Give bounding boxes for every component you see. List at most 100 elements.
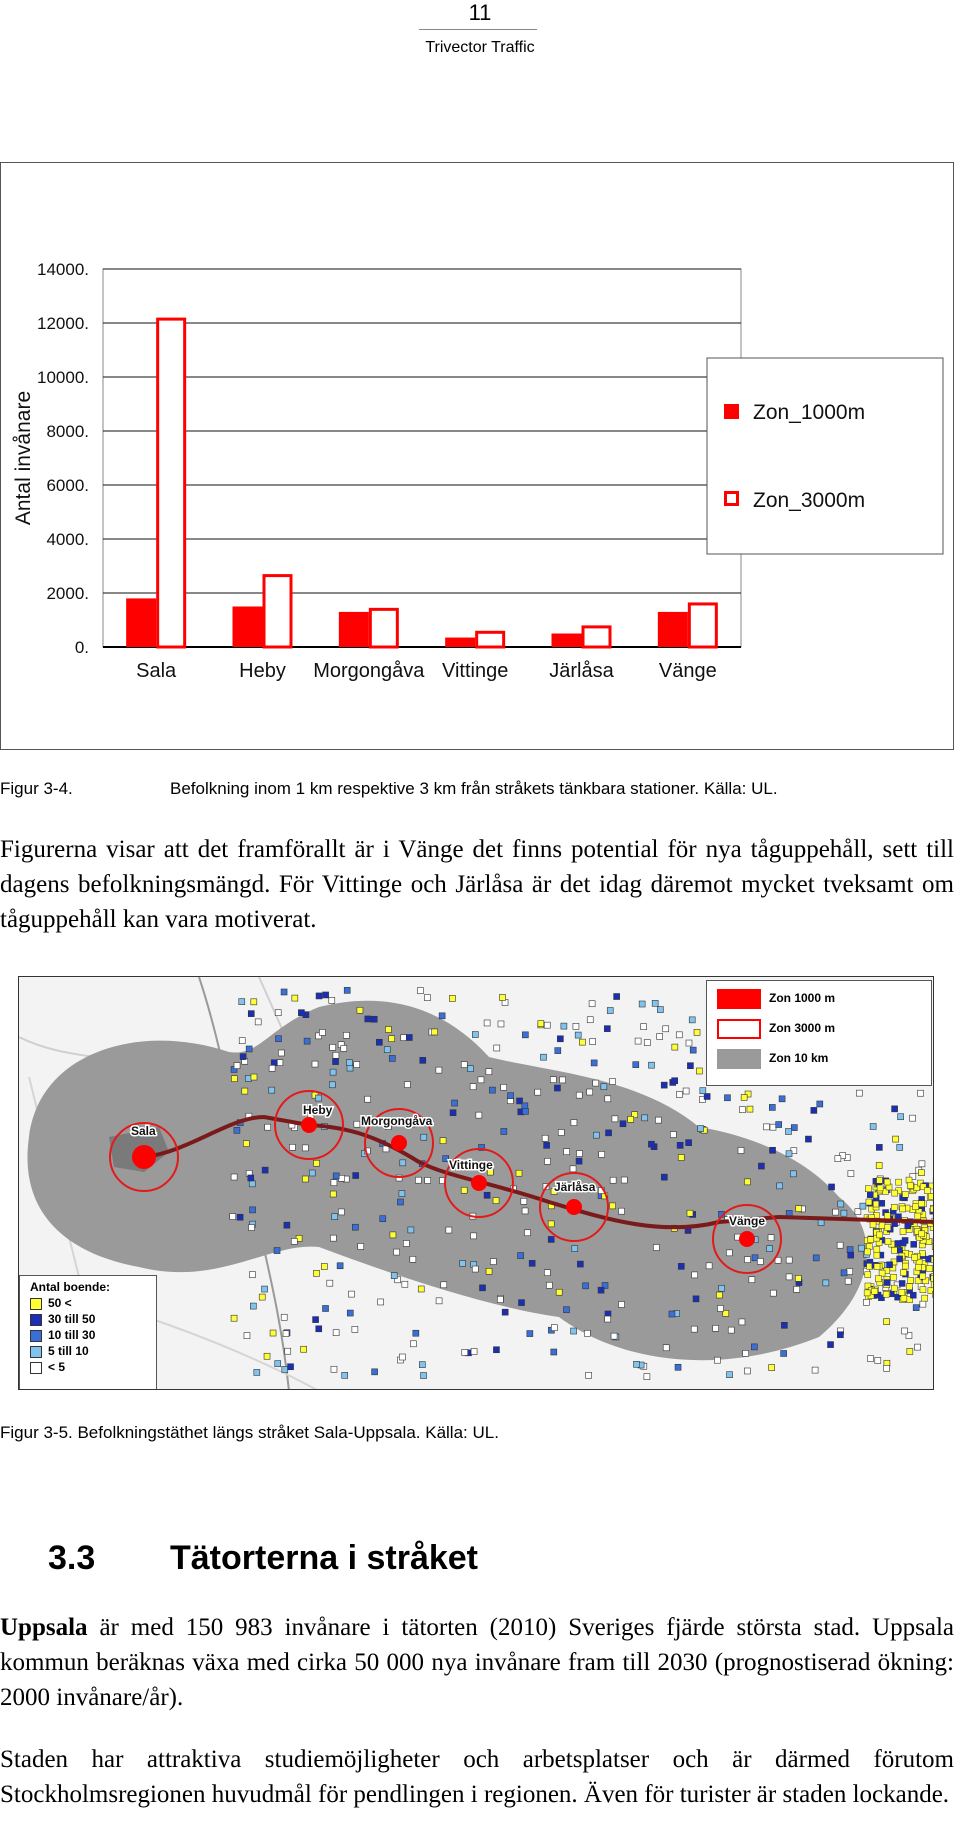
density-cell [598, 1151, 605, 1158]
density-cell [346, 1059, 353, 1066]
density-cell [726, 1371, 733, 1378]
density-swatch [30, 1329, 42, 1342]
legend-swatch-zon-1000m [724, 404, 739, 419]
y-tick-label: 2000. [46, 584, 89, 603]
density-cell [590, 1059, 598, 1067]
density-cell [230, 1173, 238, 1181]
density-cell [483, 1191, 491, 1199]
density-cell [483, 1019, 491, 1027]
paragraph-uppsala: Uppsala är med 150 983 invånare i tätort… [0, 1610, 954, 1715]
density-cell [716, 1291, 723, 1299]
density-cell [570, 1119, 578, 1126]
uppsala-cell [896, 1255, 903, 1263]
density-cell [353, 1120, 361, 1128]
density-cell [460, 1061, 468, 1068]
x-tick-label: Sala [136, 660, 177, 682]
paragraph-potential-text: Figurerna visar att det framförallt är i… [0, 836, 954, 933]
paragraph-potential: Figurerna visar att det framförallt är i… [0, 832, 954, 937]
density-cell [597, 1286, 605, 1294]
density-cell [332, 1172, 340, 1180]
density-cell [689, 1046, 697, 1054]
place-label: Morgongåva [361, 1114, 433, 1128]
density-cell [691, 1271, 698, 1279]
density-cell [371, 1368, 378, 1376]
density-cell [822, 1279, 830, 1287]
density-cell [330, 1234, 337, 1242]
zone-3000-circle [274, 1090, 344, 1160]
y-tick-label: 6000. [46, 476, 89, 495]
density-cell [905, 1332, 913, 1339]
uppsala-cell [878, 1294, 885, 1301]
density-swatch [30, 1345, 42, 1358]
uppsala-cell [906, 1283, 913, 1290]
density-cell [560, 1022, 568, 1030]
density-cell [610, 1332, 618, 1340]
density-cell [250, 1073, 258, 1081]
uppsala-cell [873, 1263, 881, 1270]
bar-zon-1000m [657, 611, 688, 647]
density-cell [329, 1190, 337, 1198]
density-cell [641, 1114, 648, 1122]
density-cell [874, 1357, 882, 1364]
uppsala-cell [899, 1205, 906, 1213]
uppsala-cell [890, 1284, 898, 1292]
paragraph-city: Staden har attraktiva studiemöjligheter … [0, 1742, 954, 1812]
density-legend-item: < 5 [30, 1360, 146, 1376]
density-cell [785, 1128, 792, 1135]
uppsala-cell [914, 1212, 922, 1220]
density-cell [408, 1120, 415, 1128]
density-cell [500, 1128, 508, 1135]
uppsala-cell [873, 1251, 881, 1259]
uppsala-cell [890, 1247, 898, 1254]
zone-1000-swatch [717, 989, 761, 1009]
density-cell [377, 1298, 384, 1306]
density-cell [520, 1197, 528, 1205]
density-legend-items: 50 < 30 till 50 10 till 30 5 till 10 < 5 [30, 1296, 146, 1376]
density-cell [254, 1018, 262, 1026]
uppsala-cell [865, 1198, 873, 1206]
density-cell [438, 1012, 446, 1020]
density-cell [268, 1064, 276, 1072]
density-cell [348, 1290, 355, 1298]
density-cell [388, 1035, 395, 1042]
density-cell [521, 1207, 529, 1215]
density-cell [909, 1114, 916, 1122]
density-cell [544, 1269, 551, 1277]
density-cell [475, 1111, 483, 1119]
uppsala-cell [875, 1275, 882, 1283]
density-cell [757, 1258, 764, 1265]
zone-1000-dot [132, 1145, 156, 1169]
density-cell [332, 1051, 340, 1059]
density-cell [634, 1037, 642, 1045]
density-cell [330, 1365, 338, 1373]
density-legend: Antal boende: 50 < 30 till 50 10 till 30 5 … [19, 1275, 157, 1389]
density-cell [769, 1146, 776, 1154]
density-cell [883, 1365, 890, 1372]
density-cell [912, 1304, 920, 1311]
density-cell [891, 1105, 898, 1113]
density-cell [319, 1029, 326, 1036]
density-cell [550, 1348, 558, 1356]
density-legend-item: 5 till 10 [30, 1344, 146, 1360]
uppsala-density-cells [863, 1176, 933, 1303]
density-cell [290, 1238, 298, 1245]
density-cell [364, 1095, 371, 1103]
density-cell [589, 1038, 596, 1045]
density-cell [676, 1142, 684, 1149]
density-cell [243, 1332, 251, 1339]
bar-zon-3000m [262, 574, 293, 649]
density-cell [714, 1356, 721, 1364]
density-cell [660, 1081, 668, 1089]
bar-zon-3000m [581, 625, 612, 649]
density-cell [744, 1256, 751, 1263]
population-bar-chart: 0. 2000. 4000. 6000. 8000. 10000. 12000. 14000.… [0, 162, 954, 750]
density-cell [847, 1170, 855, 1177]
density-cell [485, 1068, 493, 1075]
density-cell [668, 1310, 676, 1318]
density-cell [343, 987, 351, 994]
density-cell [431, 1028, 438, 1036]
density-cell [918, 1160, 926, 1168]
density-cell [577, 1260, 584, 1268]
density-cell [274, 1360, 282, 1367]
density-cell [827, 1341, 834, 1348]
